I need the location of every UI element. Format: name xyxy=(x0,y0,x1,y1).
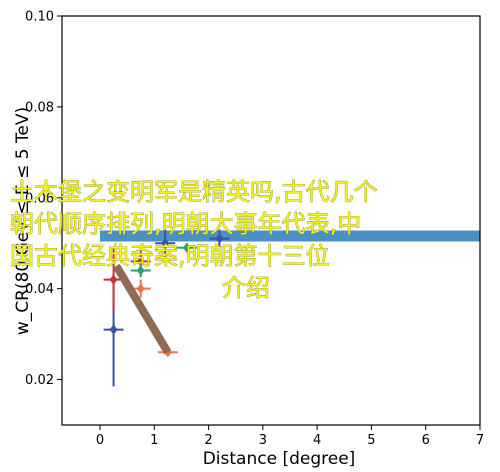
x-tick-label: 0 xyxy=(96,433,104,448)
overlay-line-2: 朝代顺序排列,明朝大事年代表,中 xyxy=(10,210,361,238)
overlay-text-block: 土木堡之变明军是精英吗,古代几个 朝代顺序排列,明朝大事年代表,中 国古代经典奇… xyxy=(10,178,378,303)
overlay-line-3: 国古代经典奇案,明朝第十三位 xyxy=(10,242,330,270)
overlay-line-4: 介绍 xyxy=(222,274,270,302)
plot-frame xyxy=(61,15,481,426)
y-axis-label-text: w_CR(80 GeV ≤ E ≤ 5 TeV) xyxy=(13,107,33,335)
y-tick-label: 0.04 xyxy=(25,282,54,297)
x-tick-label: 7 xyxy=(476,433,484,448)
data-point-marker xyxy=(136,265,145,276)
y-tick-label: 0.06 xyxy=(25,191,54,206)
x-tick-label: 3 xyxy=(259,433,267,448)
y-axis-ticks: 0.02 0.04 0.06 0.08 0.10 xyxy=(25,10,62,388)
x-axis-label: Distance [degree] xyxy=(203,449,356,469)
x-tick-label: 6 xyxy=(422,433,430,448)
data-point-marker xyxy=(215,233,224,244)
y-tick-label: 0.02 xyxy=(25,373,54,388)
data-point-marker xyxy=(136,256,145,267)
data-point-marker xyxy=(109,324,118,335)
y-axis-label: w_CR(80 GeV ≤ E ≤ 5 TeV) xyxy=(13,107,33,335)
x-tick-label: 5 xyxy=(367,433,375,448)
x-tick-label: 4 xyxy=(313,433,321,448)
y-tick-label: 0.08 xyxy=(25,100,54,115)
x-tick-label: 2 xyxy=(204,433,212,448)
y-tick-label: 0.10 xyxy=(25,10,54,25)
data-point-marker xyxy=(182,242,191,253)
data-point-marker xyxy=(161,238,170,249)
x-tick-label: 1 xyxy=(150,433,158,448)
data-point-marker xyxy=(109,274,118,285)
plot-data xyxy=(100,229,480,387)
data-point-marker xyxy=(136,283,145,294)
trend-segment xyxy=(112,263,172,355)
overlay-line-1: 土木堡之变明军是精英吗,古代几个 xyxy=(10,178,378,206)
x-axis-ticks: 0 1 2 3 4 5 6 7 xyxy=(96,425,484,448)
